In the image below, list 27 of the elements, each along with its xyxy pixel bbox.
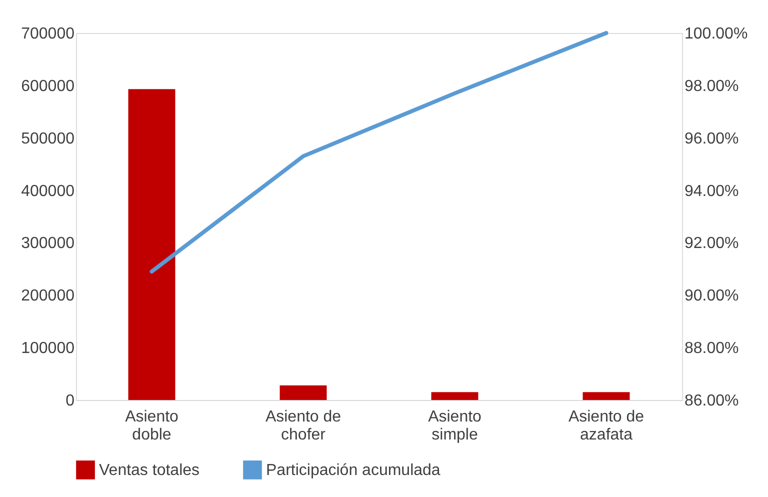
x-tick-label: Asiento doble — [125, 408, 179, 444]
y2-tick-label: 86.00% — [684, 392, 739, 410]
y-tick-label: 0 — [66, 392, 75, 410]
x-tick-label: Asiento simple — [428, 408, 482, 444]
y-tick-label: 700000 — [21, 26, 75, 42]
line-series — [150, 31, 608, 274]
y-tick-label: 300000 — [21, 235, 75, 252]
y-tick-label: 400000 — [21, 182, 75, 200]
bar — [128, 89, 176, 400]
y-tick-label: 500000 — [21, 130, 75, 148]
bar — [431, 392, 478, 400]
y2-tick-label: 92.00% — [684, 235, 739, 252]
x-tick-label: Asiento de azafata — [568, 408, 644, 444]
y2-tick-label: 100.00% — [684, 26, 748, 42]
legend-label: Ventas totales — [99, 462, 200, 479]
bar — [582, 392, 630, 400]
x-tick-label: Asiento de chofer — [265, 408, 342, 444]
y-tick-label: 600000 — [21, 78, 75, 95]
y2-tick-label: 90.00% — [684, 288, 739, 305]
bar — [280, 385, 327, 400]
y2-tick-label: 98.00% — [684, 78, 739, 95]
y2-tick-label: 88.00% — [684, 340, 739, 358]
y-tick-label: 100000 — [21, 340, 75, 358]
y2-tick-label: 94.00% — [684, 182, 739, 200]
legend-label: Participación acumulada — [266, 462, 440, 479]
y2-tick-label: 96.00% — [684, 130, 739, 148]
y-tick-label: 200000 — [21, 288, 75, 305]
